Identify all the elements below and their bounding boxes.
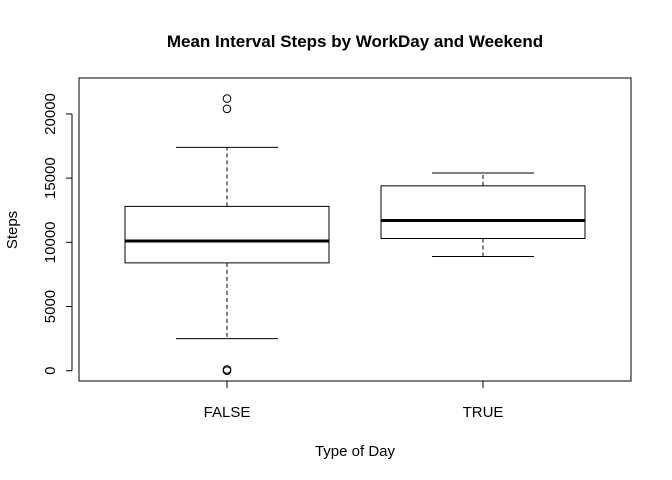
y-tick-label: 5000 <box>42 290 59 323</box>
box-false <box>124 94 330 376</box>
boxes-layer <box>124 94 586 376</box>
y-axis: 0 5000 10000 15000 20000 <box>42 93 73 375</box>
outlier-point <box>222 94 232 103</box>
y-tick-label: 10000 <box>42 221 59 263</box>
iqr-box <box>380 185 586 239</box>
box-true <box>380 172 586 257</box>
outlier-point <box>222 104 232 114</box>
iqr-box <box>124 205 330 264</box>
plot-frame <box>78 77 632 382</box>
y-tick-label: 15000 <box>42 157 59 199</box>
x-tick-label: FALSE <box>204 404 251 421</box>
outlier-point <box>222 365 232 374</box>
x-tick-label: TRUE <box>463 404 504 421</box>
x-axis: FALSE TRUE <box>204 381 504 421</box>
chart-title: Mean Interval Steps by WorkDay and Weeke… <box>167 32 543 51</box>
y-tick-label: 0 <box>42 367 59 375</box>
x-axis-label: Type of Day <box>315 443 396 460</box>
y-axis-label: Steps <box>4 211 21 249</box>
y-tick-label: 20000 <box>42 93 59 135</box>
